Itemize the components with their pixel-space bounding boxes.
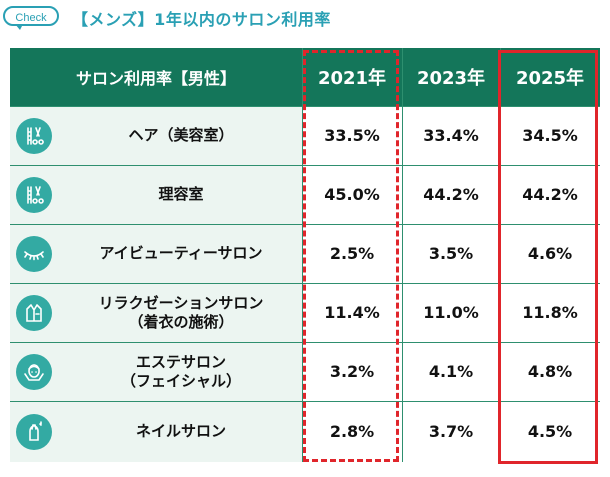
- hair-tools-icon-glyph: [27, 127, 44, 145]
- row-label: リラクゼーションサロン （着衣の施術）: [66, 283, 296, 342]
- row-label: ヘア（美容室）: [66, 106, 296, 165]
- row-label-line: ネイルサロン: [135, 422, 226, 441]
- row-label: エステサロン （フェイシャル）: [66, 342, 296, 401]
- table-row: ネイルサロン 2.8% 3.7% 4.5%: [10, 401, 600, 462]
- value-cell: 33.5%: [302, 106, 402, 165]
- grid-line-horizontal: [10, 224, 600, 225]
- value-cell: 3.2%: [302, 342, 402, 401]
- hair-tools-icon-glyph: [27, 186, 44, 204]
- row-label-line: アイビューティーサロン: [99, 244, 263, 263]
- value-cell: 4.8%: [500, 342, 600, 401]
- robe-icon: [16, 295, 52, 331]
- year-header-2: 2023年: [402, 48, 500, 106]
- page-title: 【メンズ】1年以内のサロン利用率: [72, 10, 331, 29]
- grid-line-vertical: [302, 48, 303, 462]
- year-header-1: 2021年: [302, 48, 402, 106]
- corner-label: サロン利用率【男性】: [10, 48, 302, 106]
- face-care-icon-glyph: [24, 364, 44, 381]
- hair-tools-icon: [16, 118, 52, 154]
- check-badge: Check: [3, 6, 59, 30]
- row-label-cell: リラクゼーションサロン （着衣の施術）: [10, 283, 302, 342]
- row-label-cell: 理容室: [10, 165, 302, 224]
- value-cell: 11.8%: [500, 283, 600, 342]
- value-cell: 3.5%: [402, 224, 500, 283]
- grid-line-horizontal: [10, 401, 600, 402]
- value-cell: 2.5%: [302, 224, 402, 283]
- table-row: アイビューティーサロン 2.5% 3.5% 4.6%: [10, 224, 600, 283]
- row-label-line: （着衣の施術）: [128, 312, 234, 331]
- grid-line-horizontal: [10, 106, 600, 107]
- row-label-cell: ネイルサロン: [10, 401, 302, 462]
- row-label-cell: エステサロン （フェイシャル）: [10, 342, 302, 401]
- value-cell: 11.0%: [402, 283, 500, 342]
- row-label-line: ヘア（美容室）: [128, 126, 234, 145]
- grid-line-vertical: [402, 48, 403, 462]
- value-cell: 3.7%: [402, 401, 500, 462]
- value-cell: 33.4%: [402, 106, 500, 165]
- year-header-3: 2025年: [500, 48, 600, 106]
- value-cell: 4.1%: [402, 342, 500, 401]
- eyelash-icon: [16, 236, 52, 272]
- table-row: エステサロン （フェイシャル） 3.2% 4.1% 4.8%: [10, 342, 600, 401]
- value-cell: 2.8%: [302, 401, 402, 462]
- table-row: 理容室 45.0% 44.2% 44.2%: [10, 165, 600, 224]
- row-label: ネイルサロン: [66, 401, 296, 462]
- grid-line-horizontal: [10, 342, 600, 343]
- grid-line-horizontal: [10, 165, 600, 166]
- value-cell: 45.0%: [302, 165, 402, 224]
- eyelash-icon-glyph: [24, 251, 44, 261]
- row-label-line: 理容室: [158, 185, 204, 204]
- value-cell: 4.6%: [500, 224, 600, 283]
- hair-tools-icon: [16, 177, 52, 213]
- salon-usage-table: サロン利用率【男性】 2021年 2023年 2025年ヘア（美容室） 33.5% 33.…: [10, 48, 600, 462]
- row-label-line: リラクゼーションサロン: [98, 293, 264, 312]
- row-label-line: エステサロン: [135, 352, 226, 371]
- table-row: ヘア（美容室） 33.5% 33.4% 34.5%: [10, 106, 600, 165]
- row-label-cell: アイビューティーサロン: [10, 224, 302, 283]
- value-cell: 11.4%: [302, 283, 402, 342]
- nail-icon: [16, 414, 52, 450]
- table-header-row: サロン利用率【男性】 2021年 2023年 2025年: [10, 48, 600, 106]
- value-cell: 34.5%: [500, 106, 600, 165]
- grid-line-vertical: [500, 48, 501, 462]
- row-label-line: （フェイシャル）: [120, 371, 241, 390]
- row-label: 理容室: [66, 165, 296, 224]
- nail-icon-glyph: [29, 421, 42, 441]
- face-care-icon: [16, 354, 52, 390]
- table-row: リラクゼーションサロン （着衣の施術） 11.4% 11.0% 11.8%: [10, 283, 600, 342]
- top-bar: Check 【メンズ】1年以内のサロン利用率: [0, 0, 610, 40]
- robe-icon-glyph: [26, 304, 42, 322]
- row-label-cell: ヘア（美容室）: [10, 106, 302, 165]
- value-cell: 44.2%: [500, 165, 600, 224]
- value-cell: 4.5%: [500, 401, 600, 462]
- value-cell: 44.2%: [402, 165, 500, 224]
- grid-line-horizontal: [10, 283, 600, 284]
- row-label: アイビューティーサロン: [66, 224, 296, 283]
